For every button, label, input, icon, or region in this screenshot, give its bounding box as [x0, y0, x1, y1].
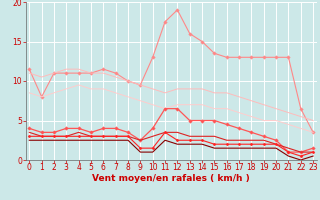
X-axis label: Vent moyen/en rafales ( km/h ): Vent moyen/en rafales ( km/h ): [92, 174, 250, 183]
